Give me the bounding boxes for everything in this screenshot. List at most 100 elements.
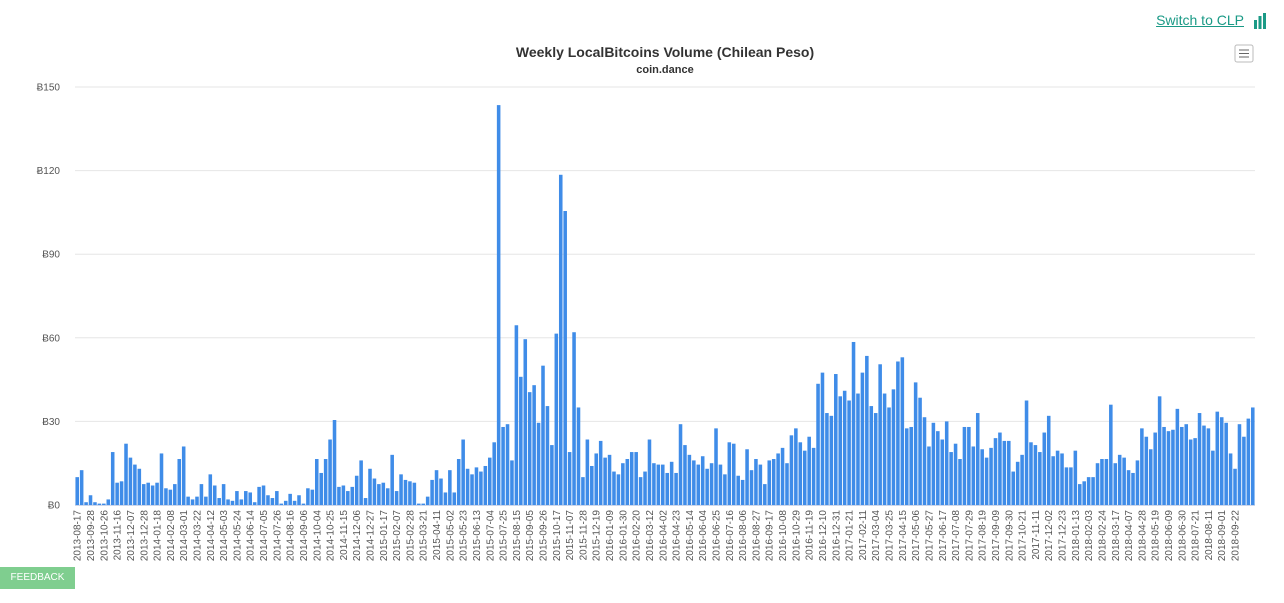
x-tick-label: 2015-05-23 [459, 510, 470, 562]
bar [993, 438, 998, 505]
bar [390, 454, 394, 505]
x-tick-label: 2014-10-04 [312, 510, 323, 562]
x-tick-label: 2015-01-17 [379, 510, 390, 562]
x-tick-label: 2017-07-29 [964, 510, 975, 562]
bar [1233, 468, 1237, 505]
bar [97, 503, 102, 505]
x-tick-label: 2014-03-22 [192, 510, 203, 562]
bar [359, 460, 363, 505]
bar [634, 452, 638, 505]
bar [350, 486, 355, 505]
bar [177, 459, 182, 505]
bar [235, 491, 239, 505]
x-tick-label: 2016-10-29 [791, 510, 802, 562]
feedback-button[interactable]: FEEDBACK [0, 567, 75, 589]
x-tick-label: 2017-05-27 [924, 510, 935, 562]
bar [554, 333, 559, 505]
bar [776, 453, 780, 505]
y-tick-label: Ƀ120 [37, 166, 61, 177]
bar [1078, 484, 1082, 505]
bar [558, 174, 563, 505]
x-tick-label: 2018-04-28 [1137, 510, 1148, 562]
bar [989, 447, 993, 505]
x-tick-label: 2016-08-06 [738, 510, 749, 562]
x-tick-label: 2018-01-13 [1071, 510, 1082, 562]
bar [1020, 454, 1024, 505]
bar [208, 474, 213, 505]
x-tick-label: 2014-01-18 [153, 510, 164, 562]
bar [443, 492, 448, 505]
bar [119, 481, 124, 505]
bar [621, 463, 625, 505]
bar [88, 495, 93, 505]
bar [1148, 449, 1153, 505]
bar [629, 452, 634, 505]
bar [1188, 439, 1193, 505]
x-tick-label: 2018-08-11 [1204, 510, 1215, 561]
bar [488, 457, 492, 505]
bar [319, 472, 323, 505]
x-tick-label: 2016-06-04 [698, 510, 709, 562]
bar [394, 491, 399, 505]
bar [816, 383, 820, 505]
bar [590, 465, 594, 505]
bar [731, 443, 736, 505]
bar [909, 426, 913, 505]
x-tick-label: 2016-09-17 [765, 510, 776, 562]
bar [137, 468, 142, 505]
x-tick-label: 2017-07-08 [951, 510, 962, 562]
chart-title: Weekly LocalBitcoins Volume (Chilean Pes… [516, 44, 814, 60]
x-tick-label: 2015-04-11 [432, 510, 443, 561]
bar [1117, 454, 1122, 505]
bar [736, 475, 740, 505]
bar [1033, 445, 1038, 505]
bar [141, 484, 146, 505]
bar [150, 485, 155, 505]
x-tick-label: 2015-03-21 [419, 510, 430, 562]
x-tick-label: 2016-12-10 [818, 510, 829, 562]
switch-link[interactable]: Switch to CLP [1156, 12, 1244, 28]
x-tick-label: 2017-12-02 [1044, 510, 1055, 562]
bar [665, 472, 669, 505]
bar [603, 457, 607, 505]
bar [842, 390, 847, 505]
bar [1109, 404, 1113, 505]
bar [496, 105, 501, 505]
bar [869, 406, 874, 505]
y-tick-label: Ƀ90 [42, 250, 60, 261]
bar [798, 442, 803, 505]
bar [381, 482, 386, 505]
bar [638, 477, 643, 505]
bar [283, 500, 288, 505]
bar [341, 485, 346, 505]
bar [829, 415, 834, 505]
bar [780, 447, 785, 505]
bar [647, 439, 652, 505]
x-tick-label: 2016-10-08 [778, 510, 789, 562]
bar [802, 450, 807, 505]
bar [687, 454, 692, 505]
bar [146, 482, 150, 505]
x-tick-label: 2015-11-28 [578, 510, 589, 561]
bar [838, 396, 842, 505]
bar [940, 439, 945, 505]
bar [545, 406, 550, 505]
bar [1180, 426, 1184, 505]
bar [1064, 467, 1069, 505]
bar [887, 407, 891, 505]
bar [789, 435, 794, 505]
bar [585, 439, 590, 505]
bar [1055, 450, 1060, 505]
bar [674, 472, 678, 505]
bar [1002, 440, 1007, 505]
bar [922, 417, 927, 505]
bar [550, 445, 554, 505]
bar [314, 459, 319, 505]
bar [368, 468, 372, 505]
x-tick-label: 2016-07-16 [725, 510, 736, 562]
bar [616, 474, 621, 505]
x-tick-label: 2014-07-05 [259, 510, 270, 562]
menu-button[interactable] [1234, 44, 1254, 63]
